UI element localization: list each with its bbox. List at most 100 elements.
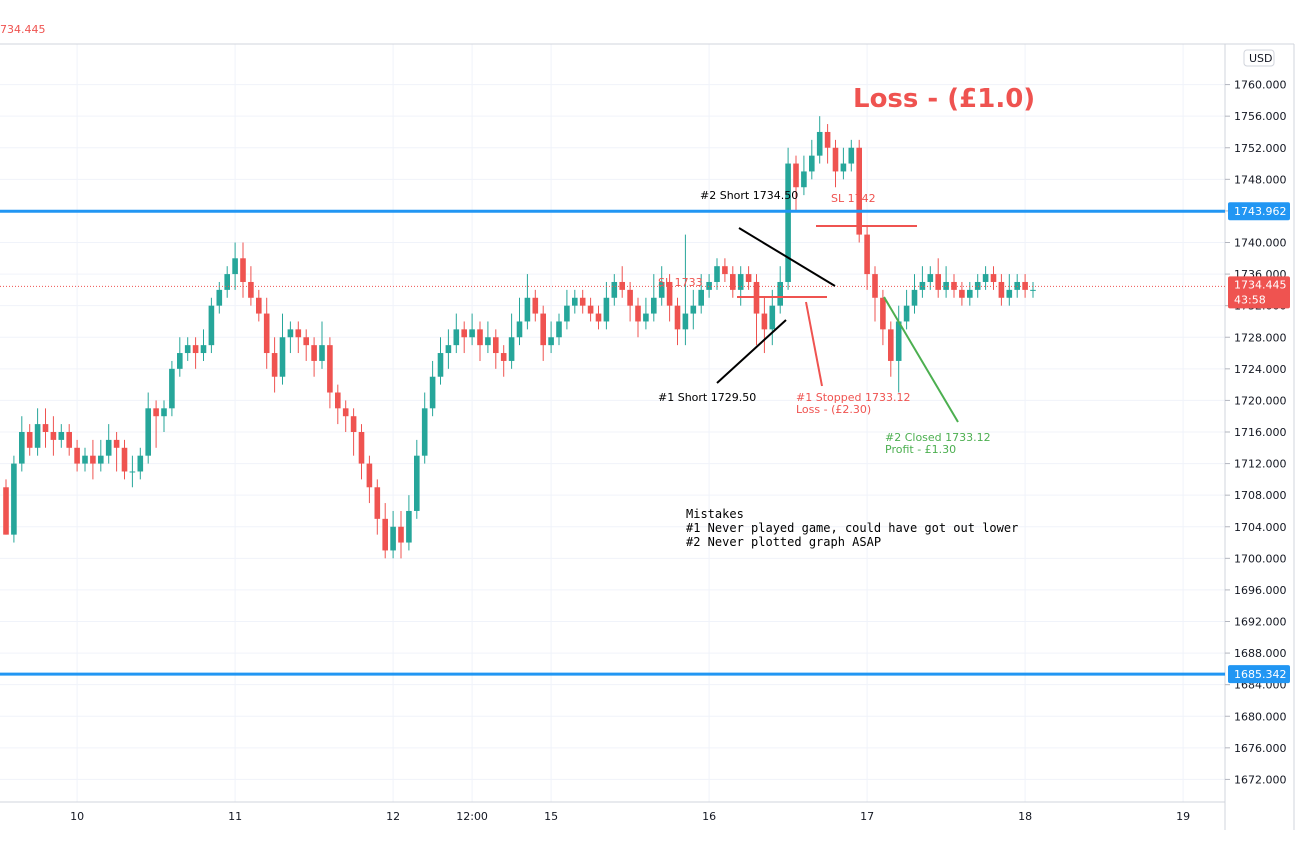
candle-body <box>524 297 531 322</box>
candles <box>3 116 1036 559</box>
candle-body <box>350 416 357 432</box>
candle-body <box>453 329 460 346</box>
candle-body <box>287 329 294 338</box>
y-tick-label: 1752.000 <box>1234 142 1287 155</box>
candle-body <box>548 337 554 346</box>
candle-body <box>690 305 697 314</box>
candle-body <box>903 305 910 322</box>
candle-body <box>137 455 144 472</box>
candle-body <box>342 408 349 417</box>
candle-body <box>880 297 886 330</box>
short1-pointer-line[interactable] <box>716 319 787 384</box>
candle-body <box>358 432 365 464</box>
x-tick-label: 10 <box>70 810 84 823</box>
stopped1-label: #1 Stopped 1733.12 <box>796 391 910 404</box>
candle-body <box>1022 281 1028 290</box>
candle-body <box>737 274 744 290</box>
candle-body <box>477 329 483 346</box>
candle-body <box>1030 289 1036 291</box>
candle-body <box>256 297 262 314</box>
y-tick-label: 1724.000 <box>1234 363 1287 376</box>
candle-body <box>572 297 578 306</box>
candle-body <box>485 337 491 346</box>
closed2-pointer-line[interactable] <box>883 296 959 423</box>
y-tick-label: 1704.000 <box>1234 521 1287 534</box>
x-tick-label: 12 <box>386 810 400 823</box>
loss-title: Loss - (£1.0) <box>853 84 1035 114</box>
x-tick-label: 12:00 <box>456 810 488 823</box>
horizontal-lines[interactable] <box>0 209 1225 676</box>
candle-body <box>26 432 33 448</box>
sl-1733-label: SL 1733 <box>658 276 703 289</box>
candle-body <box>66 432 72 448</box>
candle-body <box>406 510 412 543</box>
candle-body <box>651 297 657 314</box>
candle-body <box>121 447 128 472</box>
candle-body <box>145 408 151 456</box>
candle-body <box>801 171 807 188</box>
candle-body <box>279 337 286 377</box>
last-price-value: 1734.445 <box>1234 278 1287 291</box>
candle-body <box>974 281 981 290</box>
candle-body <box>698 289 704 306</box>
stopped1-pointer-line[interactable] <box>805 301 823 387</box>
candle-body <box>809 155 815 172</box>
candle-body <box>714 266 720 282</box>
candle-body <box>1006 289 1013 298</box>
mistake-1: #1 Never played game, could have got out… <box>686 521 1018 535</box>
hline-label: 1743.962 <box>1234 205 1287 218</box>
candle-body <box>469 329 475 338</box>
candle-body <box>635 305 641 322</box>
candle-body <box>414 455 420 511</box>
x-tick-label: 17 <box>860 810 874 823</box>
candle-body <box>153 408 159 417</box>
hline-label: 1685.342 <box>1234 668 1287 681</box>
candle-body <box>919 281 926 290</box>
candle-body <box>540 313 546 346</box>
y-tick-label: 1676.000 <box>1234 742 1287 755</box>
y-tick-label: 1680.000 <box>1234 710 1287 723</box>
candle-body <box>666 281 673 306</box>
candle-body <box>888 329 894 361</box>
candle-body <box>872 274 878 298</box>
candle-body <box>556 321 562 338</box>
candle-body <box>722 266 728 275</box>
short2-label: #2 Short 1734.50 <box>700 189 798 202</box>
hline-label-box <box>1228 202 1290 221</box>
x-tick-label: 18 <box>1018 810 1032 823</box>
header-price: 734.445 <box>0 23 46 36</box>
y-tick-label: 1700.000 <box>1234 552 1287 565</box>
last-price-box <box>1228 276 1290 309</box>
candle-body <box>271 353 278 377</box>
stopped1-loss-label: Loss - (£2.30) <box>796 403 871 416</box>
y-tick-label: 1672.000 <box>1234 773 1287 786</box>
candle-body <box>374 487 381 519</box>
candle-body <box>105 439 112 456</box>
candle-body <box>216 289 223 306</box>
short2-pointer-line[interactable] <box>738 227 836 287</box>
candle-body <box>429 376 436 409</box>
candle-body <box>11 463 17 535</box>
candle-body <box>74 447 80 464</box>
candle-body <box>42 424 49 432</box>
candle-body <box>990 274 997 282</box>
candle-body <box>335 392 341 409</box>
y-tick-label: 1716.000 <box>1234 426 1287 439</box>
candle-body <box>927 274 934 282</box>
currency-badge[interactable]: USD <box>1243 49 1275 67</box>
candle-body <box>58 432 65 440</box>
candle-body <box>382 518 388 551</box>
candle-body <box>911 289 918 306</box>
last-price-countdown: 43:58 <box>1234 293 1266 306</box>
trade-drawings[interactable] <box>716 225 959 423</box>
closed2-profit-label: Profit - £1.30 <box>885 443 956 456</box>
candle-body <box>619 281 625 290</box>
currency-label: USD <box>1249 52 1273 65</box>
candle-body <box>327 345 333 393</box>
candle-body <box>98 455 104 464</box>
candle-body <box>82 455 88 464</box>
candle-body <box>445 345 452 354</box>
last-price-label: 1734.445 43:58 <box>1228 276 1290 309</box>
candle-body <box>161 408 167 417</box>
